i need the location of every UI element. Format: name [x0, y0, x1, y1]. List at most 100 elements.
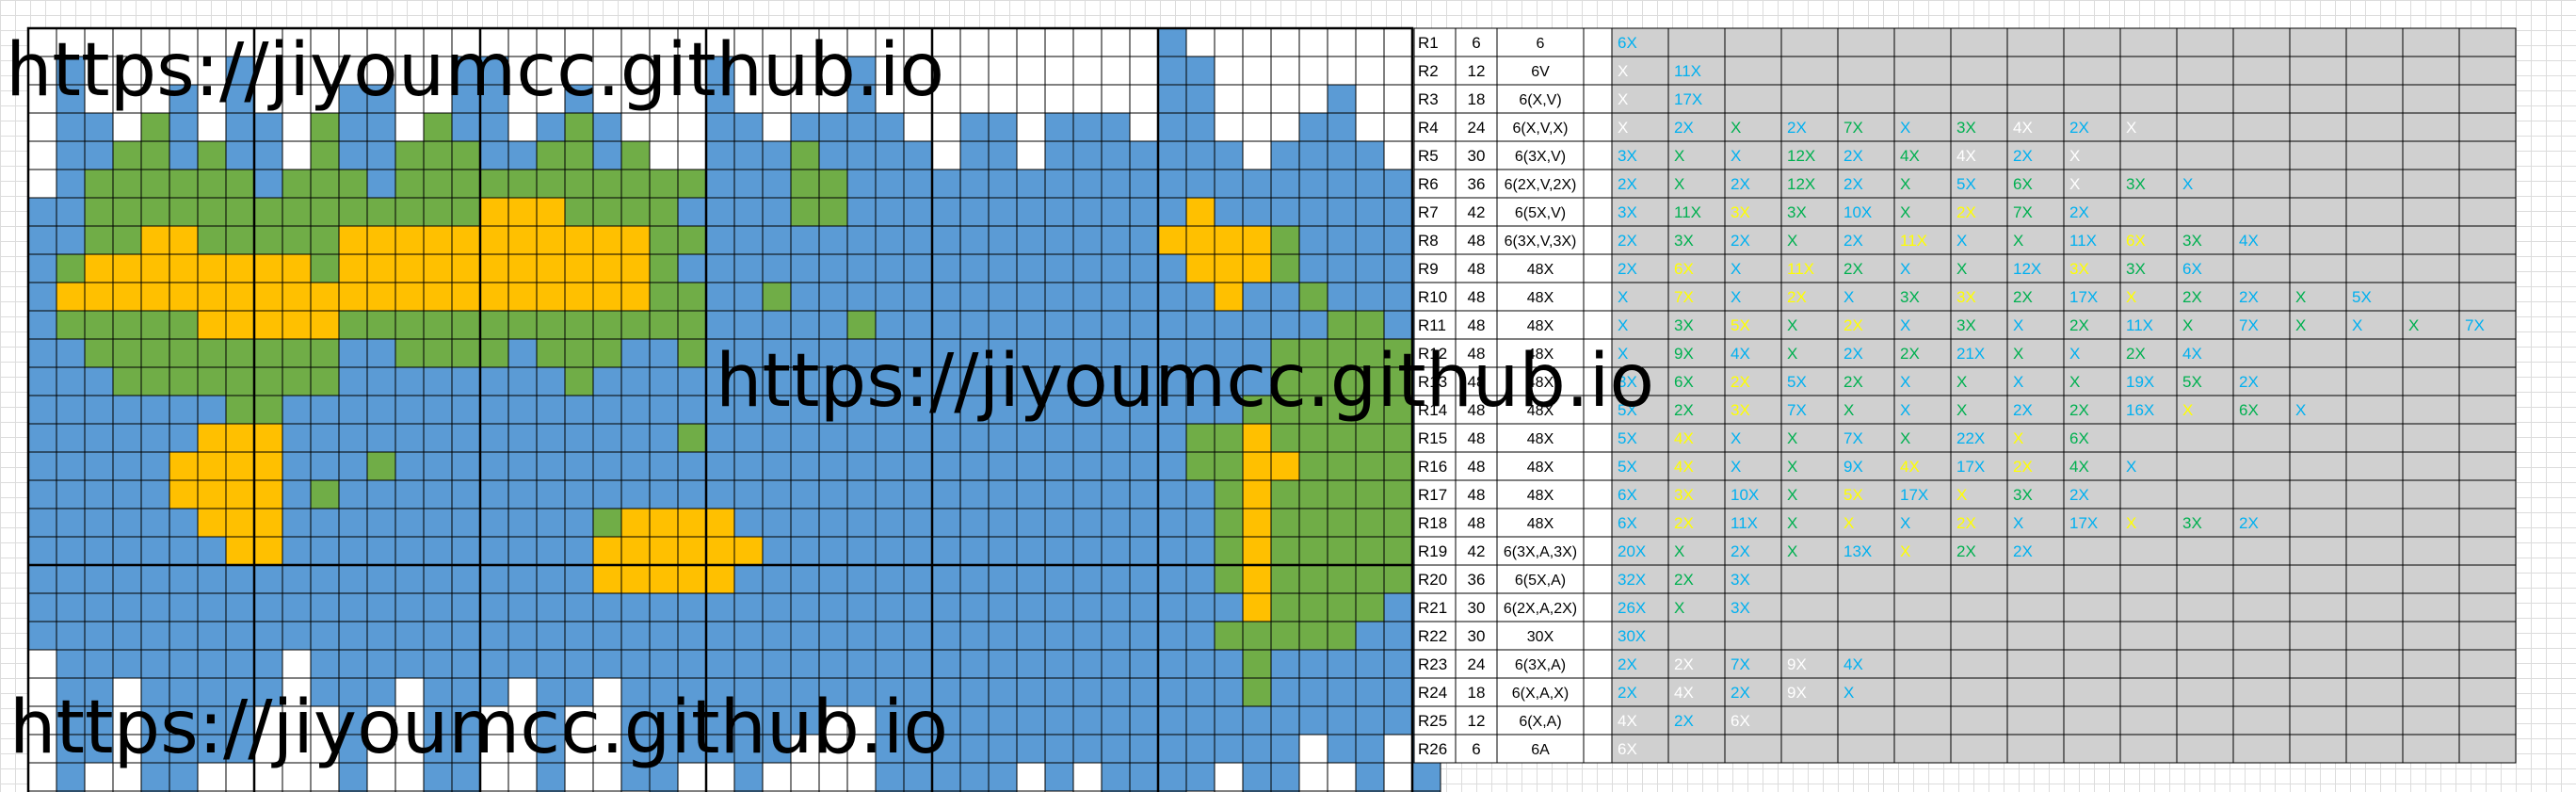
- table-cell: [1583, 508, 1613, 538]
- pattern-cell: [705, 197, 735, 227]
- color-step-cell: [2006, 56, 2065, 86]
- color-step: 20X: [1618, 542, 1646, 560]
- pattern-cell: [564, 451, 594, 481]
- pattern-cell: [169, 225, 199, 255]
- pattern-cell: [253, 536, 283, 566]
- pattern-cell: [846, 253, 877, 283]
- table-cell: [1455, 564, 1498, 594]
- pattern-cell: [988, 225, 1018, 255]
- pattern-cell: [1327, 479, 1357, 509]
- pattern-cell: [112, 197, 142, 227]
- round-label: R5: [1418, 147, 1439, 165]
- color-step-cell: [2289, 197, 2347, 227]
- pattern-cell: [1270, 423, 1300, 453]
- color-step-cell: [1667, 734, 1726, 764]
- pattern-cell: [366, 282, 396, 312]
- pattern-cell: [338, 564, 368, 594]
- pattern-cell: [564, 282, 594, 312]
- pattern-cell: [846, 225, 877, 255]
- pattern-cell: [903, 479, 933, 509]
- watermark-text: https://jiyoumcc.github.io: [9, 686, 949, 770]
- pattern-cell: [677, 282, 707, 312]
- pattern-cell: [875, 366, 905, 396]
- color-step-cell: [2289, 27, 2347, 57]
- pattern-cell: [1129, 592, 1159, 622]
- color-step-cell: [1611, 451, 1669, 481]
- pattern-cell: [366, 564, 396, 594]
- color-step-cell: [2458, 479, 2517, 509]
- pattern-cell: [620, 253, 651, 283]
- pattern-cell: [140, 169, 170, 199]
- stitch-count: 6: [1472, 740, 1480, 758]
- pattern-cell: [903, 253, 933, 283]
- pattern-cell: [423, 564, 453, 594]
- pattern-cell: [225, 112, 255, 142]
- pattern-cell: [592, 310, 622, 340]
- table-cell: [1496, 338, 1585, 368]
- color-step-cell: [1780, 734, 1839, 764]
- color-step-cell: [2402, 592, 2460, 622]
- color-step: 5X: [1843, 486, 1863, 504]
- pattern-cell: [1101, 310, 1131, 340]
- pattern-cell: [112, 366, 142, 396]
- pattern-cell: [253, 621, 283, 651]
- pattern-cell: [84, 366, 114, 396]
- pattern-cell: [479, 621, 509, 651]
- pattern-section-dividers: [26, 26, 1414, 792]
- pattern-cell: [959, 536, 990, 566]
- pattern-cell: [394, 536, 425, 566]
- color-step-cell: [2063, 536, 2121, 566]
- pattern-cell: [507, 649, 538, 679]
- pattern-cell: [1072, 366, 1103, 396]
- color-step: 5X: [1618, 401, 1637, 419]
- pattern-cell: [479, 677, 509, 707]
- pattern-cell: [988, 253, 1018, 283]
- pattern-cell: [1298, 423, 1328, 453]
- pattern-cell: [1044, 508, 1074, 538]
- color-step-cell: [2006, 253, 2065, 283]
- pattern-cell: [253, 310, 283, 340]
- pattern-cell: [394, 734, 425, 764]
- pattern-cell: [84, 649, 114, 679]
- pattern-cell: [1298, 536, 1328, 566]
- pattern-cell: [1157, 451, 1187, 481]
- pattern-cell: [931, 140, 961, 170]
- table-cell: [1496, 225, 1585, 255]
- color-step-cell: [2176, 310, 2234, 340]
- pattern-cell: [84, 140, 114, 170]
- pattern-cell: [366, 649, 396, 679]
- color-step-cell: [1893, 621, 1952, 651]
- color-step: 6X: [1674, 373, 1694, 391]
- pattern-cell: [959, 479, 990, 509]
- color-step-cell: [2458, 197, 2517, 227]
- pattern-cell: [677, 395, 707, 425]
- pattern-cell: [169, 621, 199, 651]
- pattern-cell: [620, 225, 651, 255]
- color-step: 2X: [1787, 119, 1807, 137]
- pattern-cell: [479, 169, 509, 199]
- pattern-cell: [536, 366, 566, 396]
- pattern-cell: [875, 169, 905, 199]
- pattern-cell: [169, 592, 199, 622]
- pattern-cell: [705, 536, 735, 566]
- pattern-cell: [282, 197, 312, 227]
- pattern-cell: [790, 649, 820, 679]
- color-step: 2X: [1787, 288, 1807, 306]
- pattern-cell: [564, 338, 594, 368]
- pattern-cell: [310, 423, 340, 453]
- pattern-cell: [394, 423, 425, 453]
- pattern-cell: [620, 140, 651, 170]
- color-step-cell: [2232, 734, 2291, 764]
- pattern-cell: [649, 564, 679, 594]
- pattern-cell: [931, 253, 961, 283]
- pattern-cell: [536, 197, 566, 227]
- color-step-cell: [2402, 564, 2460, 594]
- pattern-cell: [1355, 762, 1385, 792]
- color-step: 2X: [1674, 712, 1694, 730]
- table-cell: [1455, 112, 1498, 142]
- color-step: X: [2182, 401, 2193, 419]
- color-step-cell: [1667, 366, 1726, 396]
- pattern-cell: [1101, 27, 1131, 57]
- color-step-cell: [2063, 479, 2121, 509]
- pattern-cell: [536, 621, 566, 651]
